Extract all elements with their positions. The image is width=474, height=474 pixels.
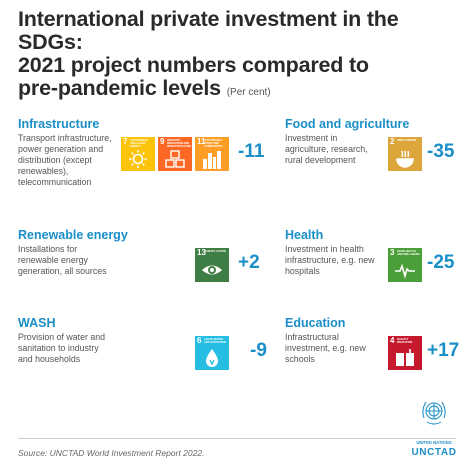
sector-value: -35 <box>427 141 455 162</box>
sector-description: Installations for renewable energy gener… <box>18 244 107 276</box>
bowl-icon <box>396 150 414 168</box>
sector-value: -9 <box>250 340 267 361</box>
city-icon <box>203 151 221 169</box>
sector-value: +2 <box>238 252 260 273</box>
title-line-3-text: pre-pandemic levels <box>18 76 221 100</box>
sector-description: Infrastructural investment, e.g. new sch… <box>285 332 366 364</box>
footer-divider <box>18 438 456 439</box>
sector-heading: Education <box>285 316 346 330</box>
title-line-1: International private investment in the … <box>18 7 399 54</box>
water-drop-icon <box>206 349 218 367</box>
sdg-3-icon: 3 GOOD HEALTH AND WELL-BEING <box>388 248 422 282</box>
page-title: International private investment in the … <box>18 8 468 104</box>
sector-heading: Renewable energy <box>18 228 128 242</box>
sdg-13-icon: 13 CLIMATE ACTION <box>195 248 229 282</box>
sector-renewable-energy: Renewable energy Installations for renew… <box>18 228 260 318</box>
sector-heading: Health <box>285 228 324 242</box>
sector-description: Investment in agriculture, research, rur… <box>285 133 368 165</box>
un-logo <box>412 398 456 446</box>
heartbeat-icon <box>395 263 415 279</box>
title-line-3: pre-pandemic levels (Per cent) <box>18 77 468 104</box>
sector-education: Education Infrastructural investment, e.… <box>285 316 465 406</box>
cubes-icon <box>165 150 185 168</box>
un-name: UNITED NATIONS <box>416 440 452 445</box>
sector-health: Health Investment in health infrastructu… <box>285 228 465 318</box>
sector-infrastructure: Infrastructure Transport infrastructure,… <box>18 117 264 207</box>
source-note: Source: UNCTAD World Investment Report 2… <box>18 448 205 458</box>
sector-value: -11 <box>238 141 265 162</box>
sector-description: Provision of water and sanitation to ind… <box>18 332 106 364</box>
sun-icon <box>129 150 147 168</box>
un-emblem-icon <box>422 401 446 425</box>
sector-heading: WASH <box>18 316 56 330</box>
sector-value: +17 <box>427 340 460 361</box>
sector-description: Transport infrastructure, power generati… <box>18 133 112 187</box>
sdg-7-icon: 7 AFFORDABLE AND CLEAN ENERGY <box>121 137 155 171</box>
sdg-11-icon: 11 SUSTAINABLE CITIES AND COMMUNITIES <box>195 137 229 171</box>
sdg-4-icon: 4 QUALITY EDUCATION <box>388 336 422 370</box>
title-line-2: 2021 project numbers compared to <box>18 53 369 77</box>
book-icon <box>396 349 414 366</box>
sector-food-agriculture: Food and agriculture Investment in agric… <box>285 117 465 207</box>
sector-wash: WASH Provision of water and sanitation t… <box>18 316 267 406</box>
sdg-6-icon: 6 CLEAN WATER AND SANITATION <box>195 336 229 370</box>
sdg-9-icon: 9 INDUSTRY, INNOVATION AND INFRASTRUCTUR… <box>158 137 192 171</box>
sector-heading: Infrastructure <box>18 117 100 131</box>
unctad-wordmark: UNCTAD <box>411 447 457 458</box>
sector-value: -25 <box>427 252 455 273</box>
title-unit: (Per cent) <box>226 87 271 98</box>
sector-description: Investment in health infrastructure, e.g… <box>285 244 375 276</box>
sector-heading: Food and agriculture <box>285 117 410 131</box>
eye-globe-icon <box>202 265 222 275</box>
sdg-2-icon: 2 ZERO HUNGER <box>388 137 422 171</box>
